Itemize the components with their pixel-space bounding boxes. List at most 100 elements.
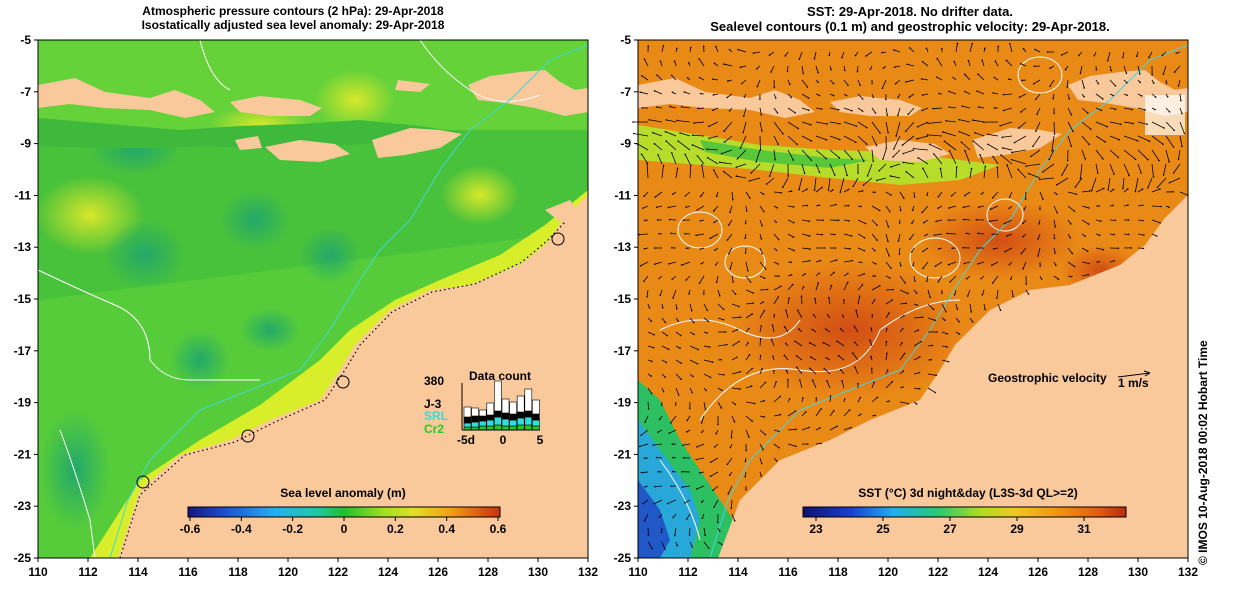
velocity-arrow-head: [1172, 146, 1175, 148]
velocity-arrow-head: [726, 463, 729, 466]
velocity-arrow: [829, 204, 837, 207]
colorbar-tick-label: 31: [1077, 522, 1091, 536]
y-tick-label: -19: [614, 396, 632, 410]
velocity-arrow-head: [775, 460, 778, 462]
velocity-arrow-head: [953, 294, 956, 296]
velocity-arrow: [1066, 79, 1069, 87]
velocity-arrow-head: [825, 138, 828, 141]
velocity-arrow-head: [714, 249, 716, 251]
velocity-arrow-head: [680, 264, 683, 266]
velocity-arrow-head: [712, 210, 715, 212]
velocity-arrow-head: [1087, 273, 1090, 276]
velocity-arrow-head: [909, 238, 911, 240]
velocity-arrow-head: [1072, 130, 1074, 133]
velocity-arrow-head: [930, 358, 932, 361]
velocity-arrow-head: [1079, 177, 1082, 180]
velocity-arrow-head: [965, 232, 968, 235]
velocity-arrow-head: [1130, 247, 1133, 249]
velocity-arrow-head: [895, 135, 897, 137]
velocity-arrow-head: [977, 106, 980, 108]
velocity-arrow-head: [643, 519, 646, 522]
velocity-arrow-head: [1141, 188, 1144, 190]
velocity-arrow: [907, 63, 915, 67]
velocity-arrow: [936, 219, 943, 222]
velocity-arrow-head: [913, 196, 916, 198]
velocity-arrow: [682, 485, 691, 488]
velocity-arrow-head: [775, 249, 778, 252]
velocity-arrow: [677, 140, 691, 151]
velocity-arrow: [857, 397, 861, 403]
sea-level-anomaly-map: -5-7-9-11-13-15-17-19-21-23-25 110 112 114…: [14, 33, 599, 579]
velocity-arrow-head: [751, 367, 753, 370]
velocity-arrow-head: [706, 309, 709, 312]
velocity-arrow: [787, 428, 797, 431]
velocity-arrow-head: [777, 238, 780, 241]
velocity-arrow-head: [668, 263, 670, 265]
velocity-arrow: [899, 353, 905, 361]
velocity-arrow-head: [917, 329, 920, 331]
velocity-arrow: [1109, 107, 1116, 110]
velocity-arrow-head: [964, 194, 966, 197]
velocity-arrow-head: [1122, 187, 1124, 190]
velocity-arrow: [1081, 247, 1088, 252]
velocity-arrow-head: [713, 446, 716, 448]
velocity-arrow-head: [1079, 72, 1082, 75]
velocity-arrow: [1032, 135, 1041, 147]
velocity-arrow-head: [792, 159, 795, 161]
data-count-bar: [501, 418, 510, 427]
velocity-arrow-head: [976, 247, 978, 249]
velocity-arrow: [1011, 289, 1014, 297]
velocity-arrow: [698, 58, 705, 67]
colorbar-tick-label: -0.4: [231, 522, 252, 536]
velocity-arrow-head: [1053, 133, 1056, 135]
velocity-arrow-head: [640, 434, 642, 437]
velocity-arrow: [1011, 159, 1027, 165]
tide-gauge-marker: [136, 475, 150, 489]
velocity-arrow-head: [855, 309, 857, 312]
velocity-arrow-head: [670, 152, 673, 154]
velocity-arrow: [642, 499, 649, 504]
velocity-arrow: [1165, 107, 1170, 113]
velocity-arrow-head: [722, 170, 725, 173]
velocity-arrow: [983, 303, 986, 310]
velocity-arrow: [905, 121, 915, 132]
velocity-arrow-head: [1008, 196, 1011, 198]
data-count-bar: [516, 417, 525, 426]
velocity-arrow-head: [1096, 172, 1099, 174]
velocity-arrow: [871, 121, 881, 134]
velocity-arrow-head: [685, 247, 688, 249]
velocity-arrow: [969, 168, 972, 179]
velocity-arrow: [913, 356, 920, 361]
velocity-arrow-head: [817, 71, 819, 74]
data-count-bar: [486, 425, 495, 431]
velocity-arrow: [951, 191, 957, 196]
velocity-arrow: [640, 429, 649, 436]
velocity-arrow: [801, 135, 812, 142]
velocity-arrow-head: [730, 507, 733, 510]
velocity-arrow-head: [738, 340, 740, 343]
velocity-arrow-head: [796, 143, 798, 146]
velocity-arrow-head: [701, 517, 704, 520]
velocity-arrow-head: [888, 312, 890, 314]
velocity-arrow-head: [739, 370, 742, 373]
colorbar-tick-label: 23: [809, 522, 823, 536]
velocity-arrow-head: [712, 109, 714, 112]
velocity-arrow: [731, 341, 740, 347]
velocity-arrow: [801, 233, 810, 237]
velocity-arrow: [1081, 79, 1085, 89]
velocity-arrow: [769, 51, 775, 56]
velocity-arrow: [1109, 121, 1121, 125]
velocity-arrow: [773, 149, 776, 160]
velocity-arrow: [885, 247, 890, 257]
velocity-arrow-head: [688, 534, 691, 536]
velocity-arrow-head: [848, 409, 851, 411]
velocity-arrow: [826, 380, 831, 389]
velocity-arrow: [922, 61, 929, 67]
velocity-arrow: [857, 93, 863, 100]
velocity-arrow-head: [941, 292, 943, 294]
velocity-arrow: [794, 341, 803, 347]
velocity-arrow-head: [736, 328, 739, 331]
velocity-arrow: [713, 169, 719, 179]
velocity-arrow-head: [716, 521, 719, 524]
velocity-arrow-head: [920, 340, 922, 343]
